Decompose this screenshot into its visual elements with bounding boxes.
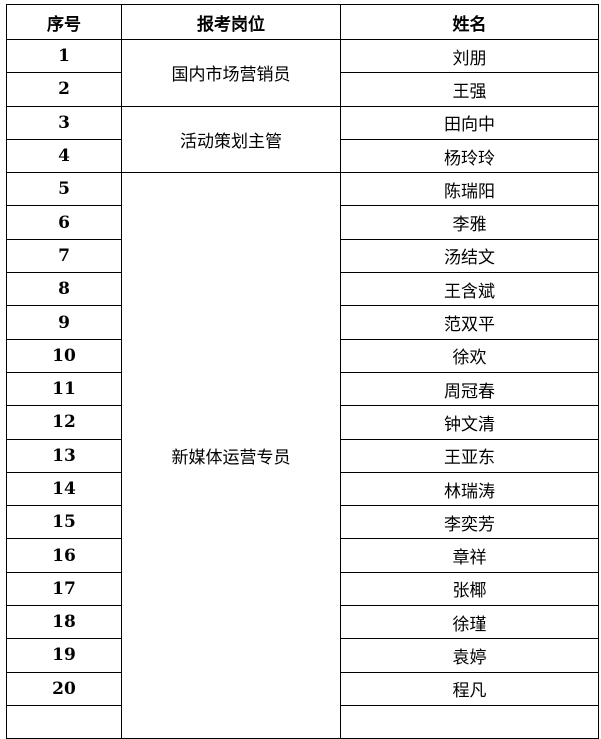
table-row: 14 林瑞涛 xyxy=(6,471,599,507)
table-row: 15 李奕芳 xyxy=(6,505,599,540)
header-name: 姓名 xyxy=(340,4,599,40)
row-index: 11 xyxy=(6,371,122,407)
table-row: 4 杨玲玲 xyxy=(6,138,599,174)
table-row: 19 袁婷 xyxy=(6,638,599,673)
row-index xyxy=(6,704,122,739)
row-index: 14 xyxy=(6,471,122,507)
row-index: 1 xyxy=(6,38,122,74)
row-index: 12 xyxy=(6,405,122,440)
table-row: 10 徐欢 xyxy=(6,338,599,373)
row-index: 3 xyxy=(6,105,122,140)
name-cell: 汤结文 xyxy=(340,238,599,274)
name-cell: 李雅 xyxy=(340,205,599,240)
row-index: 15 xyxy=(6,505,122,540)
row-index: 6 xyxy=(6,205,122,240)
name-cell: 章祥 xyxy=(340,538,599,573)
header-position: 报考岗位 xyxy=(121,4,341,40)
name-cell: 张椰 xyxy=(340,571,599,607)
name-cell: 陈瑞阳 xyxy=(340,172,599,207)
name-cell: 范双平 xyxy=(340,305,599,340)
name-cell: 田向中 xyxy=(340,105,599,140)
table-row: 20 程凡 xyxy=(6,671,599,706)
name-cell: 杨玲玲 xyxy=(340,138,599,174)
row-index: 10 xyxy=(6,338,122,373)
table-row: 3 活动策划主管 田向中 xyxy=(6,105,599,174)
name-cell: 程凡 xyxy=(340,671,599,706)
applicant-table: 序号 报考岗位 姓名 1 国内市场营销员 刘朋 2 王强 3 活动策划主管 田向中 4 杨玲玲 5 新… xyxy=(6,4,599,739)
table-row: 6 李雅 xyxy=(6,205,599,240)
table-row: 9 范双平 xyxy=(6,305,599,340)
table-row: 13 王亚东 xyxy=(6,438,599,473)
name-cell: 徐欢 xyxy=(340,338,599,373)
name-cell: 王含斌 xyxy=(340,272,599,307)
position-cell: 新媒体运营专员 xyxy=(121,172,341,739)
table-row: 17 张椰 xyxy=(6,571,599,607)
name-cell: 袁婷 xyxy=(340,638,599,673)
name-cell: 王亚东 xyxy=(340,438,599,473)
table-row: 8 王含斌 xyxy=(6,272,599,307)
table-row: 5 新媒体运营专员 陈瑞阳 xyxy=(6,172,599,739)
name-cell: 钟文清 xyxy=(340,405,599,440)
row-index: 19 xyxy=(6,638,122,673)
table-row: 7 汤结文 xyxy=(6,238,599,274)
row-index: 13 xyxy=(6,438,122,473)
header-row: 序号 报考岗位 姓名 xyxy=(6,4,599,40)
name-cell: 王强 xyxy=(340,72,599,107)
row-index: 20 xyxy=(6,671,122,706)
row-index: 5 xyxy=(6,172,122,207)
table-row: 18 徐瑾 xyxy=(6,605,599,640)
position-cell: 活动策划主管 xyxy=(121,105,341,174)
row-index: 8 xyxy=(6,272,122,307)
name-cell: 林瑞涛 xyxy=(340,471,599,507)
table-row: 1 国内市场营销员 刘朋 xyxy=(6,38,599,107)
row-index: 2 xyxy=(6,72,122,107)
row-index: 16 xyxy=(6,538,122,573)
position-cell: 国内市场营销员 xyxy=(121,39,341,107)
name-cell: 周冠春 xyxy=(340,371,599,407)
name-cell: 徐瑾 xyxy=(340,605,599,640)
name-cell: 刘朋 xyxy=(340,38,599,74)
name-cell xyxy=(340,704,599,739)
name-cell: 李奕芳 xyxy=(340,505,599,540)
row-index: 18 xyxy=(6,605,122,640)
header-index: 序号 xyxy=(6,4,122,40)
row-index: 9 xyxy=(6,305,122,340)
row-index: 4 xyxy=(6,138,122,174)
table-row: 16 章祥 xyxy=(6,538,599,573)
row-index: 7 xyxy=(6,238,122,274)
row-index: 17 xyxy=(6,571,122,607)
